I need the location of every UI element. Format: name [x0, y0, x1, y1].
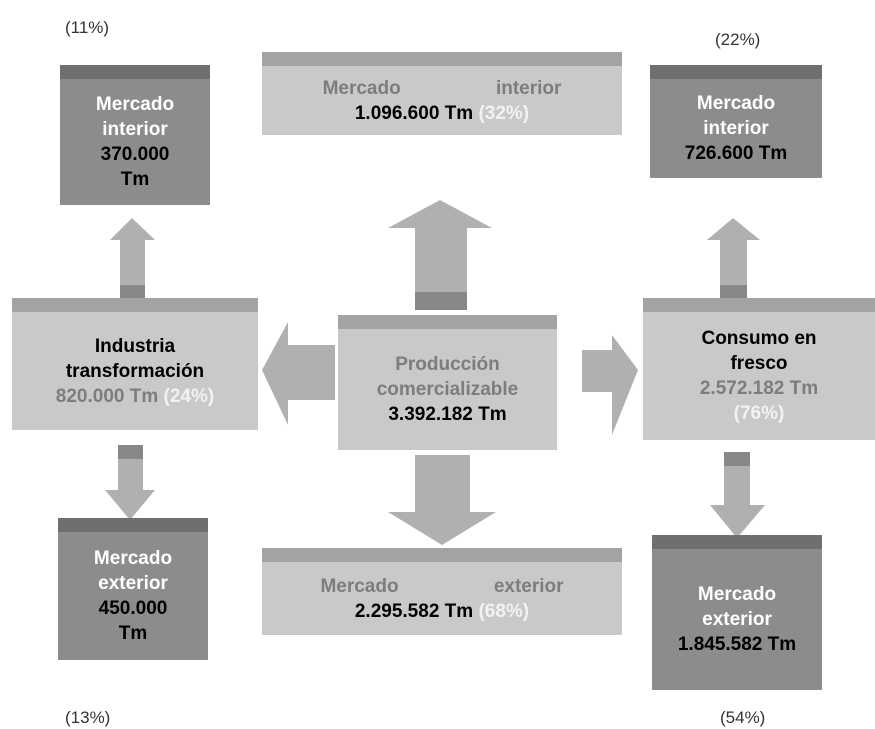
node: Mercado exterior 1.845.582 Tm [652, 535, 822, 690]
node: Producción comercializable 3.392.182 Tm [338, 315, 557, 450]
arrow-down [105, 445, 155, 520]
share: (76%) [733, 403, 785, 424]
share: (24%) [163, 385, 215, 407]
arrow-base [724, 452, 750, 466]
arrow-up [388, 200, 492, 310]
arrow-down [388, 455, 496, 545]
amount: 1.845.582 Tm [677, 634, 797, 655]
node: Mercado interior 1.096.600 Tm (32%) [262, 52, 622, 135]
arrow-up [110, 218, 155, 298]
arrow-right [582, 335, 638, 435]
node: Consumo en fresco 2.572.182 Tm (76%) [643, 298, 875, 440]
amount: 450.000 Tm [98, 598, 168, 644]
title: Mercado exterior [697, 584, 777, 630]
title: Industria transformación [65, 335, 205, 382]
share: (22%) [715, 30, 761, 49]
title: Mercado interior [322, 77, 562, 99]
title: Mercado exterior [320, 575, 564, 597]
title: Consumo en fresco [701, 328, 817, 374]
amount: 2.295.582 Tm [354, 600, 474, 622]
amount: 2.572.182 Tm [699, 378, 819, 399]
amount: 370.000 Tm [100, 144, 170, 190]
share: (11%) [65, 18, 110, 37]
amount: 726.600 Tm [684, 143, 788, 164]
arrow-base [120, 285, 145, 298]
arrow-base [118, 445, 143, 459]
node: Mercado interior 726.600 Tm [650, 65, 822, 178]
node: Mercado interior 370.000 Tm [60, 65, 210, 205]
share: (13%) [65, 708, 111, 727]
title: Mercado exterior [93, 548, 173, 594]
arrow-down [710, 452, 765, 538]
arrow-left [262, 322, 335, 425]
title: Mercado interior [696, 93, 776, 139]
amount: 1.096.600 Tm [354, 102, 474, 124]
title: Producción comercializable [376, 354, 519, 400]
arrow-up [707, 218, 760, 298]
node: Mercado exterior 450.000 Tm [58, 518, 208, 660]
share: (32%) [478, 102, 530, 124]
amount: 3.392.182 Tm [388, 404, 507, 425]
title: Mercado interior [95, 94, 175, 140]
amount: 820.000 Tm [55, 385, 159, 407]
share: (54%) [720, 708, 766, 727]
node: Industria transformación 820.000 Tm (24%… [12, 298, 258, 430]
arrow-base [415, 292, 467, 310]
arrow-base [720, 285, 747, 298]
share: (68%) [478, 600, 530, 622]
node: Mercado exterior 2.295.582 Tm (68%) [262, 548, 622, 635]
